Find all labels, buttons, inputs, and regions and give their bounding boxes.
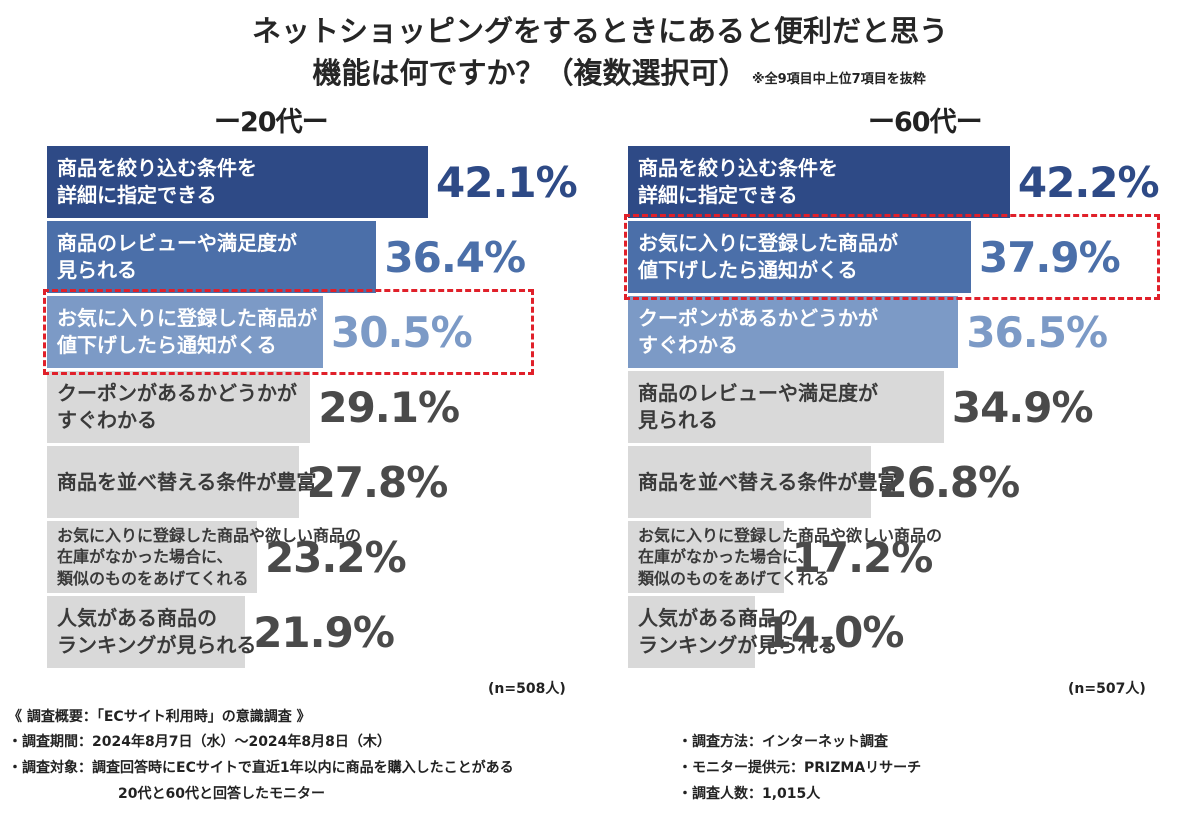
bar-value-label: 27.8% <box>306 457 449 507</box>
survey-target-continued: 20代と60代と回答したモニター <box>118 786 325 802</box>
bar-row: 商品を絞り込む条件を 詳細に指定できる 42.1% <box>47 146 607 218</box>
bar <box>628 596 755 668</box>
bar-category-label: 商品を並べ替える条件が豊富 <box>638 469 898 494</box>
bar-row: 商品のレビューや満足度が 見られる 34.9% <box>628 371 1188 443</box>
bar-category-label: お気に入りに登録した商品や欲しい商品の 在庫がなかった場合に、 類似のものをあげ… <box>57 525 362 588</box>
bar-category-label: お気に入りに登録した商品や欲しい商品の 在庫がなかった場合に、 類似のものをあげ… <box>638 525 943 588</box>
bar <box>47 371 311 443</box>
bar-value-label: 36.4% <box>384 232 526 282</box>
bar-row: 商品を並べ替える条件が豊富 26.8% <box>628 446 1188 518</box>
bar <box>628 146 1010 218</box>
bar-row: お気に入りに登録した商品が 値下げしたら通知がくる 37.9% <box>628 221 1188 293</box>
bar <box>47 521 257 593</box>
survey-count: ・調査人数：1,015人 <box>678 786 821 802</box>
bar-category-label: クーポンがあるかどうかが すぐわかる <box>57 381 297 432</box>
survey-provider: ・モニター提供元：PRIZMAリサーチ <box>678 760 922 776</box>
bar-value-label: 42.2% <box>1017 157 1160 207</box>
bar-category-label: お気に入りに登録した商品が 値下げしたら通知がくる <box>638 231 898 282</box>
title-line-1: ネットショッピングをするときにあると便利だと思う <box>251 14 948 48</box>
bar-row: 人気がある商品の ランキングが見られる 14.0% <box>628 596 1188 668</box>
chart-title: ネットショッピングをするときにあると便利だと思う 機能は何ですか？（複数選択可） <box>0 10 1200 94</box>
bar-row: お気に入りに登録した商品や欲しい商品の 在庫がなかった場合に、 類似のものをあげ… <box>47 521 607 593</box>
bar-row: 商品のレビューや満足度が 見られる 36.4% <box>47 221 607 293</box>
survey-summary-heading: 《 調査概要：「ECサイト利用時」の意識調査 》 <box>8 709 311 725</box>
bar-value-label: 29.1% <box>318 382 460 432</box>
sample-size-60s: (n=507人) <box>1068 681 1146 697</box>
bar-category-label: 商品を絞り込む条件を 詳細に指定できる <box>57 156 257 207</box>
survey-target: ・調査対象：調査回答時にECサイトで直近1年以内に商品を購入したことがある <box>8 760 514 776</box>
bar-row: お気に入りに登録した商品が 値下げしたら通知がくる 30.5% <box>47 296 607 368</box>
bar-category-label: 商品のレビューや満足度が 見られる <box>638 381 878 432</box>
bar <box>628 446 871 518</box>
bar-chart-20s: 商品を絞り込む条件を 詳細に指定できる 42.1% 商品のレビューや満足度が 見られ… <box>47 146 607 676</box>
bar-value-label: 30.5% <box>331 307 473 357</box>
bar-row: クーポンがあるかどうかが すぐわかる 36.5% <box>628 296 1188 368</box>
bar-row: クーポンがあるかどうかが すぐわかる 29.1% <box>47 371 607 443</box>
bar-value-label: 17.2% <box>791 532 934 582</box>
bar-row: 商品を絞り込む条件を 詳細に指定できる 42.2% <box>628 146 1188 218</box>
bar-category-label: クーポンがあるかどうかが すぐわかる <box>638 306 878 357</box>
bar <box>47 296 324 368</box>
title-line-2: 機能は何ですか？（複数選択可） <box>312 56 748 90</box>
bar-category-label: 人気がある商品の ランキングが見られる <box>638 606 838 657</box>
bar-category-label: 商品のレビューや満足度が 見られる <box>57 231 297 282</box>
bar-value-label: 14.0% <box>762 607 905 657</box>
bar-value-label: 37.9% <box>978 232 1121 282</box>
bar <box>47 596 246 668</box>
bar-chart-60s: 商品を絞り込む条件を 詳細に指定できる 42.2% お気に入りに登録した商品が 値下… <box>628 146 1188 676</box>
sample-size-20s: (n=508人) <box>488 681 566 697</box>
bar-row: 人気がある商品の ランキングが見られる 21.9% <box>47 596 607 668</box>
bar-value-label: 23.2% <box>264 532 407 582</box>
bar <box>47 446 299 518</box>
bar <box>47 221 377 293</box>
bar <box>628 371 944 443</box>
bar-value-label: 36.5% <box>966 307 1108 357</box>
bar <box>628 296 959 368</box>
bar-category-label: 人気がある商品の ランキングが見られる <box>57 606 257 657</box>
bar <box>47 146 428 218</box>
group-title-60s: ー60代ー <box>868 107 983 138</box>
group-title-20s: ー20代ー <box>214 107 329 138</box>
survey-method: ・調査方法：インターネット調査 <box>678 734 888 750</box>
bar <box>628 521 784 593</box>
bar-row: お気に入りに登録した商品や欲しい商品の 在庫がなかった場合に、 類似のものをあげ… <box>628 521 1188 593</box>
bar <box>628 221 971 293</box>
bar-category-label: 商品を絞り込む条件を 詳細に指定できる <box>638 156 838 207</box>
bar-category-label: お気に入りに登録した商品が 値下げしたら通知がくる <box>57 306 317 357</box>
bar-value-label: 42.1% <box>436 157 578 207</box>
bar-value-label: 34.9% <box>951 382 1094 432</box>
bar-value-label: 26.8% <box>878 457 1021 507</box>
bar-value-label: 21.9% <box>253 607 395 657</box>
bar-row: 商品を並べ替える条件が豊富 27.8% <box>47 446 607 518</box>
bar-category-label: 商品を並べ替える条件が豊富 <box>57 469 317 494</box>
extraction-note: ※全9項目中上位7項目を抜粋 <box>752 72 926 87</box>
survey-period: ・調査期間：2024年8月7日（水）〜2024年8月8日（木） <box>8 734 391 750</box>
